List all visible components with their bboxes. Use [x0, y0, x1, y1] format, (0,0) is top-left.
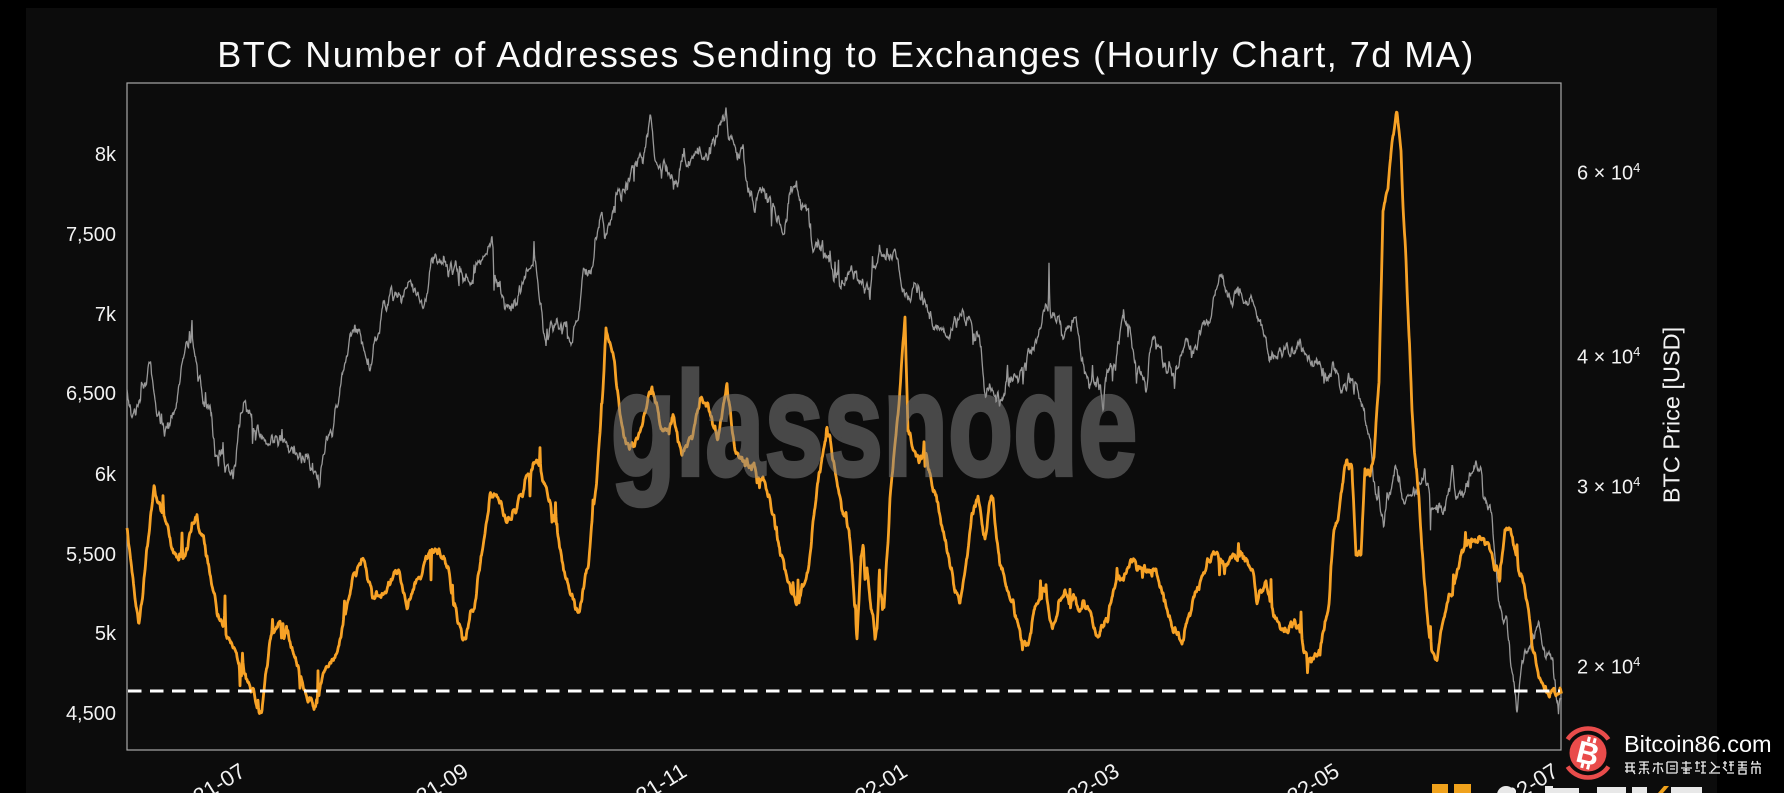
svg-text:glassnode: glassnode [611, 343, 1138, 507]
